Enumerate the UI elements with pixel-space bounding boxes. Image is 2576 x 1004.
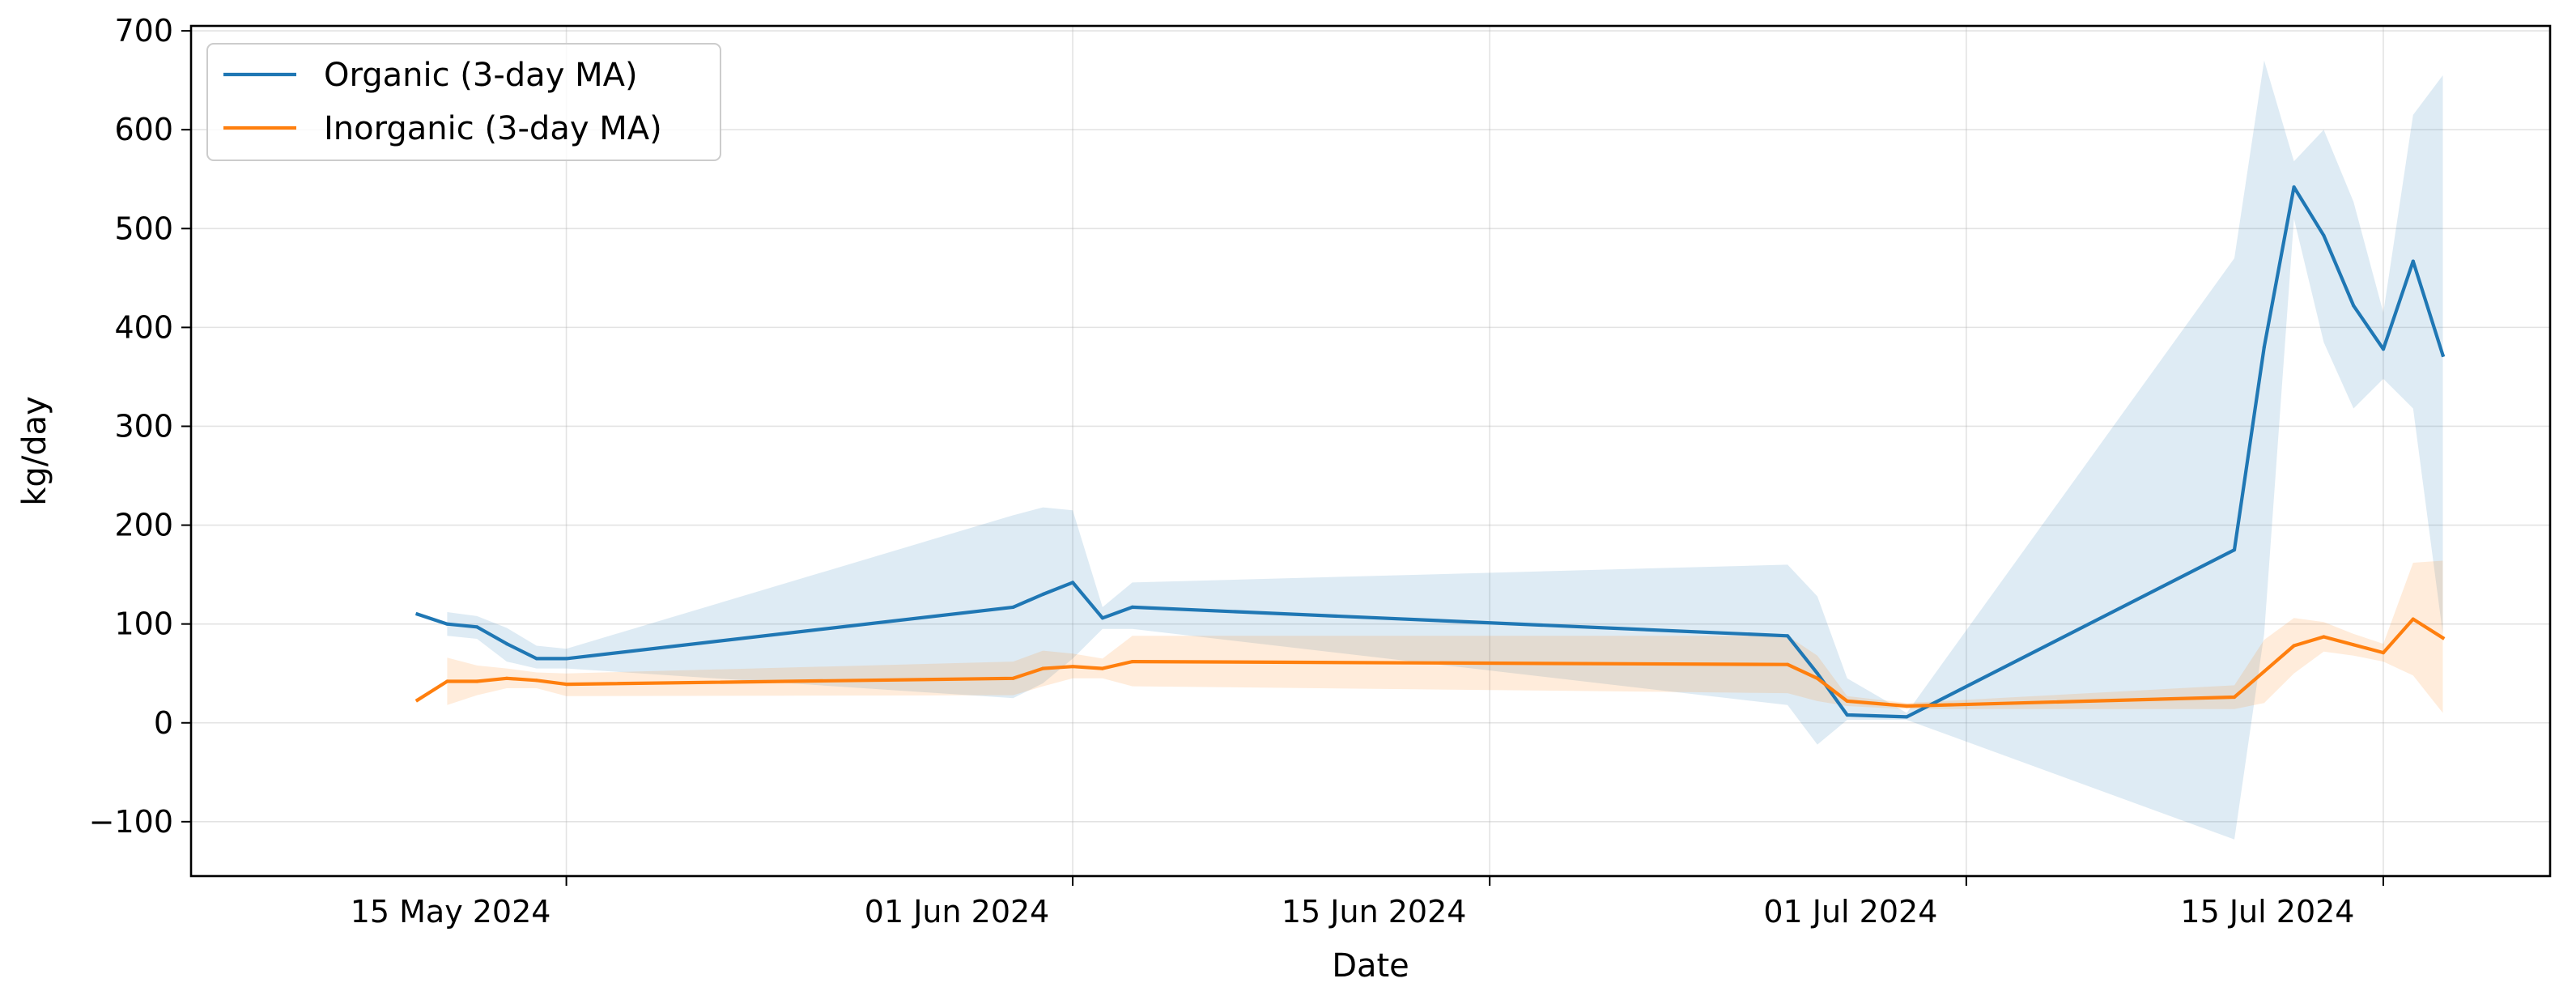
legend: Organic (3-day MA) Inorganic (3-day MA) bbox=[206, 43, 721, 161]
data-point-inorganic bbox=[1041, 666, 1045, 670]
data-point-inorganic bbox=[415, 698, 419, 702]
data-point-inorganic bbox=[1100, 666, 1104, 670]
x-tick-label: 15 Jun 2024 bbox=[1282, 894, 1467, 930]
data-point-inorganic bbox=[2292, 644, 2296, 648]
data-point-organic bbox=[1071, 581, 1075, 585]
y-tick-label: 700 bbox=[114, 13, 173, 49]
x-tick-label: 15 May 2024 bbox=[351, 894, 551, 930]
data-point-organic bbox=[2441, 353, 2445, 357]
data-point-organic bbox=[2322, 233, 2326, 237]
data-point-organic bbox=[1011, 605, 1015, 610]
data-point-inorganic bbox=[1845, 699, 1849, 704]
data-point-inorganic bbox=[534, 679, 538, 683]
x-tick-label: 01 Jul 2024 bbox=[1763, 894, 1937, 930]
y-tick-label: 400 bbox=[114, 309, 173, 345]
series-lines bbox=[414, 185, 2446, 719]
legend-box bbox=[206, 43, 721, 161]
data-point-organic bbox=[1815, 671, 1819, 675]
confidence-bands bbox=[447, 60, 2443, 840]
data-point-organic bbox=[415, 612, 419, 616]
data-point-organic bbox=[1041, 592, 1045, 597]
data-point-organic bbox=[1130, 605, 1134, 610]
data-point-organic bbox=[564, 657, 568, 661]
x-tick-label: 15 Jul 2024 bbox=[2180, 894, 2354, 930]
data-point-inorganic bbox=[2232, 695, 2237, 700]
data-point-organic bbox=[475, 625, 479, 629]
x-axis-label: Date bbox=[1332, 947, 1409, 985]
data-point-inorganic bbox=[2262, 670, 2266, 674]
data-point-inorganic bbox=[1905, 704, 1909, 708]
data-point-organic bbox=[1845, 713, 1849, 717]
data-point-inorganic bbox=[2322, 635, 2326, 639]
data-point-inorganic bbox=[475, 679, 479, 683]
data-point-inorganic bbox=[445, 679, 449, 683]
x-tick-label: 01 Jun 2024 bbox=[865, 894, 1050, 930]
y-tick-label: 0 bbox=[154, 705, 173, 741]
y-tick-label: 200 bbox=[114, 508, 173, 543]
data-point-inorganic bbox=[564, 683, 568, 687]
confidence-band-organic bbox=[447, 60, 2443, 840]
y-tick-label: 100 bbox=[114, 606, 173, 642]
y-tick-label: 300 bbox=[114, 408, 173, 444]
data-point-organic bbox=[2381, 347, 2386, 351]
axis-ticks: −100 0 100 200 300 400 500 600 700 15 May 2024 01 … bbox=[89, 13, 2384, 930]
data-point-inorganic bbox=[1011, 676, 1015, 680]
data-point-inorganic bbox=[1130, 660, 1134, 664]
data-point-inorganic bbox=[2381, 651, 2386, 655]
data-point-inorganic bbox=[2441, 636, 2445, 640]
data-point-organic bbox=[1786, 634, 1790, 638]
y-tick-label: 600 bbox=[114, 112, 173, 147]
data-point-organic bbox=[2352, 304, 2356, 308]
data-point-organic bbox=[504, 642, 509, 646]
y-tick-label: 500 bbox=[114, 211, 173, 246]
data-point-inorganic bbox=[1071, 665, 1075, 669]
data-point-organic bbox=[1905, 715, 1909, 719]
data-point-inorganic bbox=[504, 676, 509, 680]
data-point-organic bbox=[534, 657, 538, 661]
y-axis-label: kg/day bbox=[16, 396, 53, 506]
data-point-inorganic bbox=[2352, 643, 2356, 647]
data-point-organic bbox=[2411, 259, 2415, 263]
confidence-band-inorganic bbox=[447, 560, 2443, 713]
data-point-organic bbox=[2232, 548, 2237, 552]
data-point-inorganic bbox=[2411, 617, 2415, 621]
data-point-organic bbox=[2292, 185, 2296, 189]
data-point-inorganic bbox=[1815, 676, 1819, 680]
data-point-organic bbox=[445, 622, 449, 626]
data-point-organic bbox=[1100, 616, 1104, 620]
data-point-inorganic bbox=[1786, 662, 1790, 666]
y-tick-label: −100 bbox=[89, 804, 173, 840]
legend-label-inorganic: Inorganic (3-day MA) bbox=[324, 110, 662, 147]
data-point-organic bbox=[2262, 345, 2266, 349]
legend-label-organic: Organic (3-day MA) bbox=[324, 57, 638, 94]
plot-frame bbox=[189, 24, 2552, 878]
